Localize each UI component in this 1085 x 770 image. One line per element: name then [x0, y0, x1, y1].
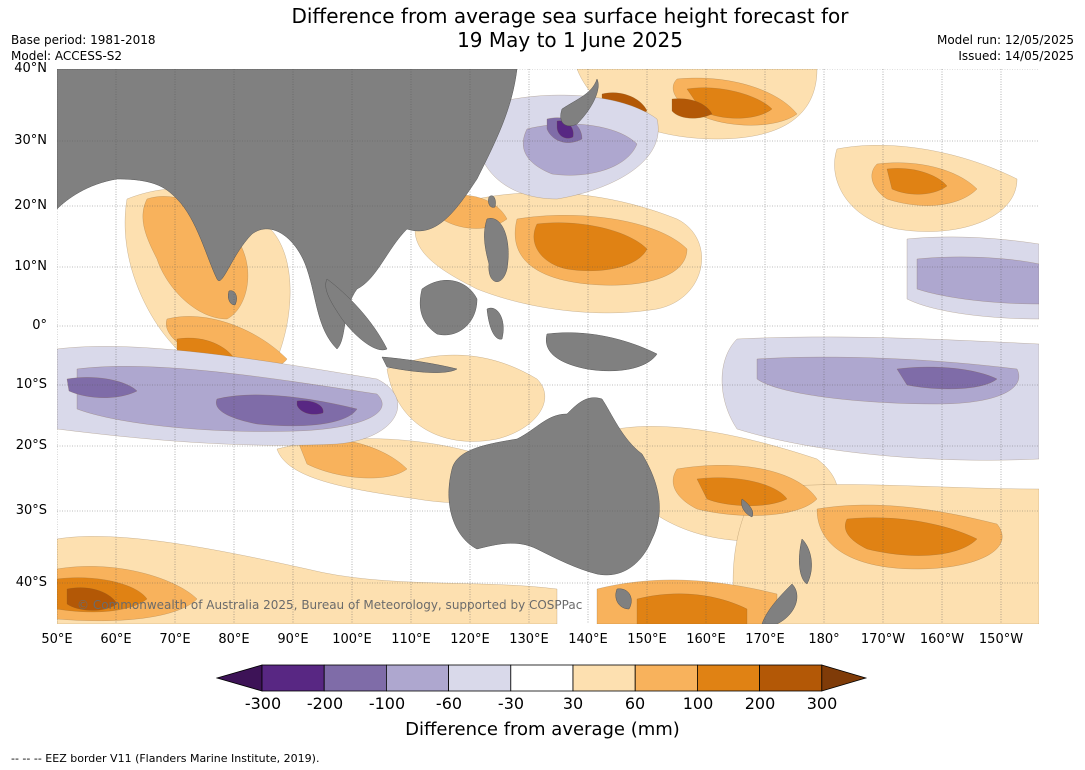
new-zealand-south [761, 583, 798, 624]
eez-legend-note: -- -- -- EEZ border V11 (Flanders Marine… [11, 752, 320, 765]
lat-label-20n: 20°N [14, 198, 47, 213]
colorbar-tick: 200 [744, 694, 776, 713]
colorbar-extend-low [216, 664, 263, 692]
lon-label-60e: 60°E [100, 632, 132, 647]
issued-date: Issued: 14/05/2025 [958, 49, 1074, 63]
new-caledonia [741, 498, 753, 518]
japan [560, 78, 599, 127]
sea-level-map [57, 69, 1039, 624]
copyright-notice: © Commonwealth of Australia 2025, Bureau… [77, 598, 583, 612]
colorbar-tick: 100 [682, 694, 714, 713]
lon-label-180: 180° [808, 632, 840, 647]
colorbar-tick: -100 [368, 694, 406, 713]
lon-label-160w: 160°W [919, 632, 965, 647]
lon-label-160e: 160°E [686, 632, 726, 647]
lon-label-140e: 140°E [568, 632, 608, 647]
lon-label-150e: 150°E [627, 632, 667, 647]
lat-label-30s: 30°S [15, 503, 47, 518]
graticule [57, 69, 1039, 624]
asia-landmass [57, 69, 518, 350]
meta-right: Model run: 12/05/2025 Issued: 14/05/2025 [937, 32, 1074, 64]
colorbar-cell [510, 664, 574, 692]
colorbar-cell [696, 664, 760, 692]
lon-label-80e: 80°E [218, 632, 250, 647]
new-zealand-north [799, 538, 812, 585]
lon-label-110e: 110°E [391, 632, 431, 647]
sumatra [325, 278, 388, 351]
land-masses [57, 69, 812, 624]
lon-label-100e: 100°E [332, 632, 372, 647]
java [381, 356, 458, 373]
colorbar-label: Difference from average (mm) [405, 719, 680, 740]
colorbar-cell [634, 664, 698, 692]
colorbar-tick: -200 [306, 694, 344, 713]
tasmania [615, 588, 632, 610]
colorbar-cell [323, 664, 387, 692]
lat-label-0: 0° [32, 318, 47, 333]
colorbar-tick: -300 [244, 694, 282, 713]
colorbar-tick: 30 [562, 694, 584, 713]
colorbar-tick: -30 [497, 694, 525, 713]
base-period: Base period: 1981-2018 [11, 33, 156, 47]
sulawesi [486, 307, 504, 340]
colorbar-cell [261, 664, 325, 692]
colorbar-cell [385, 664, 449, 692]
philippines [484, 218, 509, 282]
new-guinea [545, 332, 658, 372]
lon-label-50e: 50°E [41, 632, 73, 647]
colorbar-tick: 60 [624, 694, 646, 713]
colorbar-cell [572, 664, 636, 692]
colorbar-extend-high [821, 664, 868, 692]
lon-label-90e: 90°E [277, 632, 309, 647]
title-line-2: 19 May to 1 June 2025 [457, 28, 683, 52]
model-run: Model run: 12/05/2025 [936, 33, 1074, 47]
lon-label-150w: 150°W [978, 632, 1024, 647]
meta-left: Base period: 1981-2018 Model: ACCESS-S2 [11, 32, 156, 64]
australia [448, 397, 660, 576]
title-line-1: Difference from average sea surface heig… [291, 4, 849, 28]
model-name: Model: ACCESS-S2 [11, 49, 123, 63]
lat-label-20s: 20°S [15, 438, 47, 453]
colorbar-tick: 300 [806, 694, 838, 713]
sri-lanka [228, 290, 237, 306]
lat-label-40s: 40°S [15, 575, 47, 590]
borneo [419, 280, 478, 336]
lat-label-30n: 30°N [14, 133, 47, 148]
lat-label-10s: 10°S [15, 377, 47, 392]
chart-title: Difference from average sea surface heig… [0, 4, 1085, 52]
lon-label-70e: 70°E [159, 632, 191, 647]
lat-label-40n: 40°N [14, 61, 47, 76]
lon-label-120e: 120°E [450, 632, 490, 647]
lat-label-10n: 10°N [14, 259, 47, 274]
colorbar-cell [759, 664, 823, 692]
colorbar-cell [448, 664, 512, 692]
lon-label-170w: 170°W [860, 632, 906, 647]
colorbar [216, 664, 868, 692]
lon-label-170e: 170°E [745, 632, 785, 647]
taiwan [488, 195, 496, 208]
lon-label-130e: 130°E [509, 632, 549, 647]
colorbar-tick: -60 [435, 694, 463, 713]
